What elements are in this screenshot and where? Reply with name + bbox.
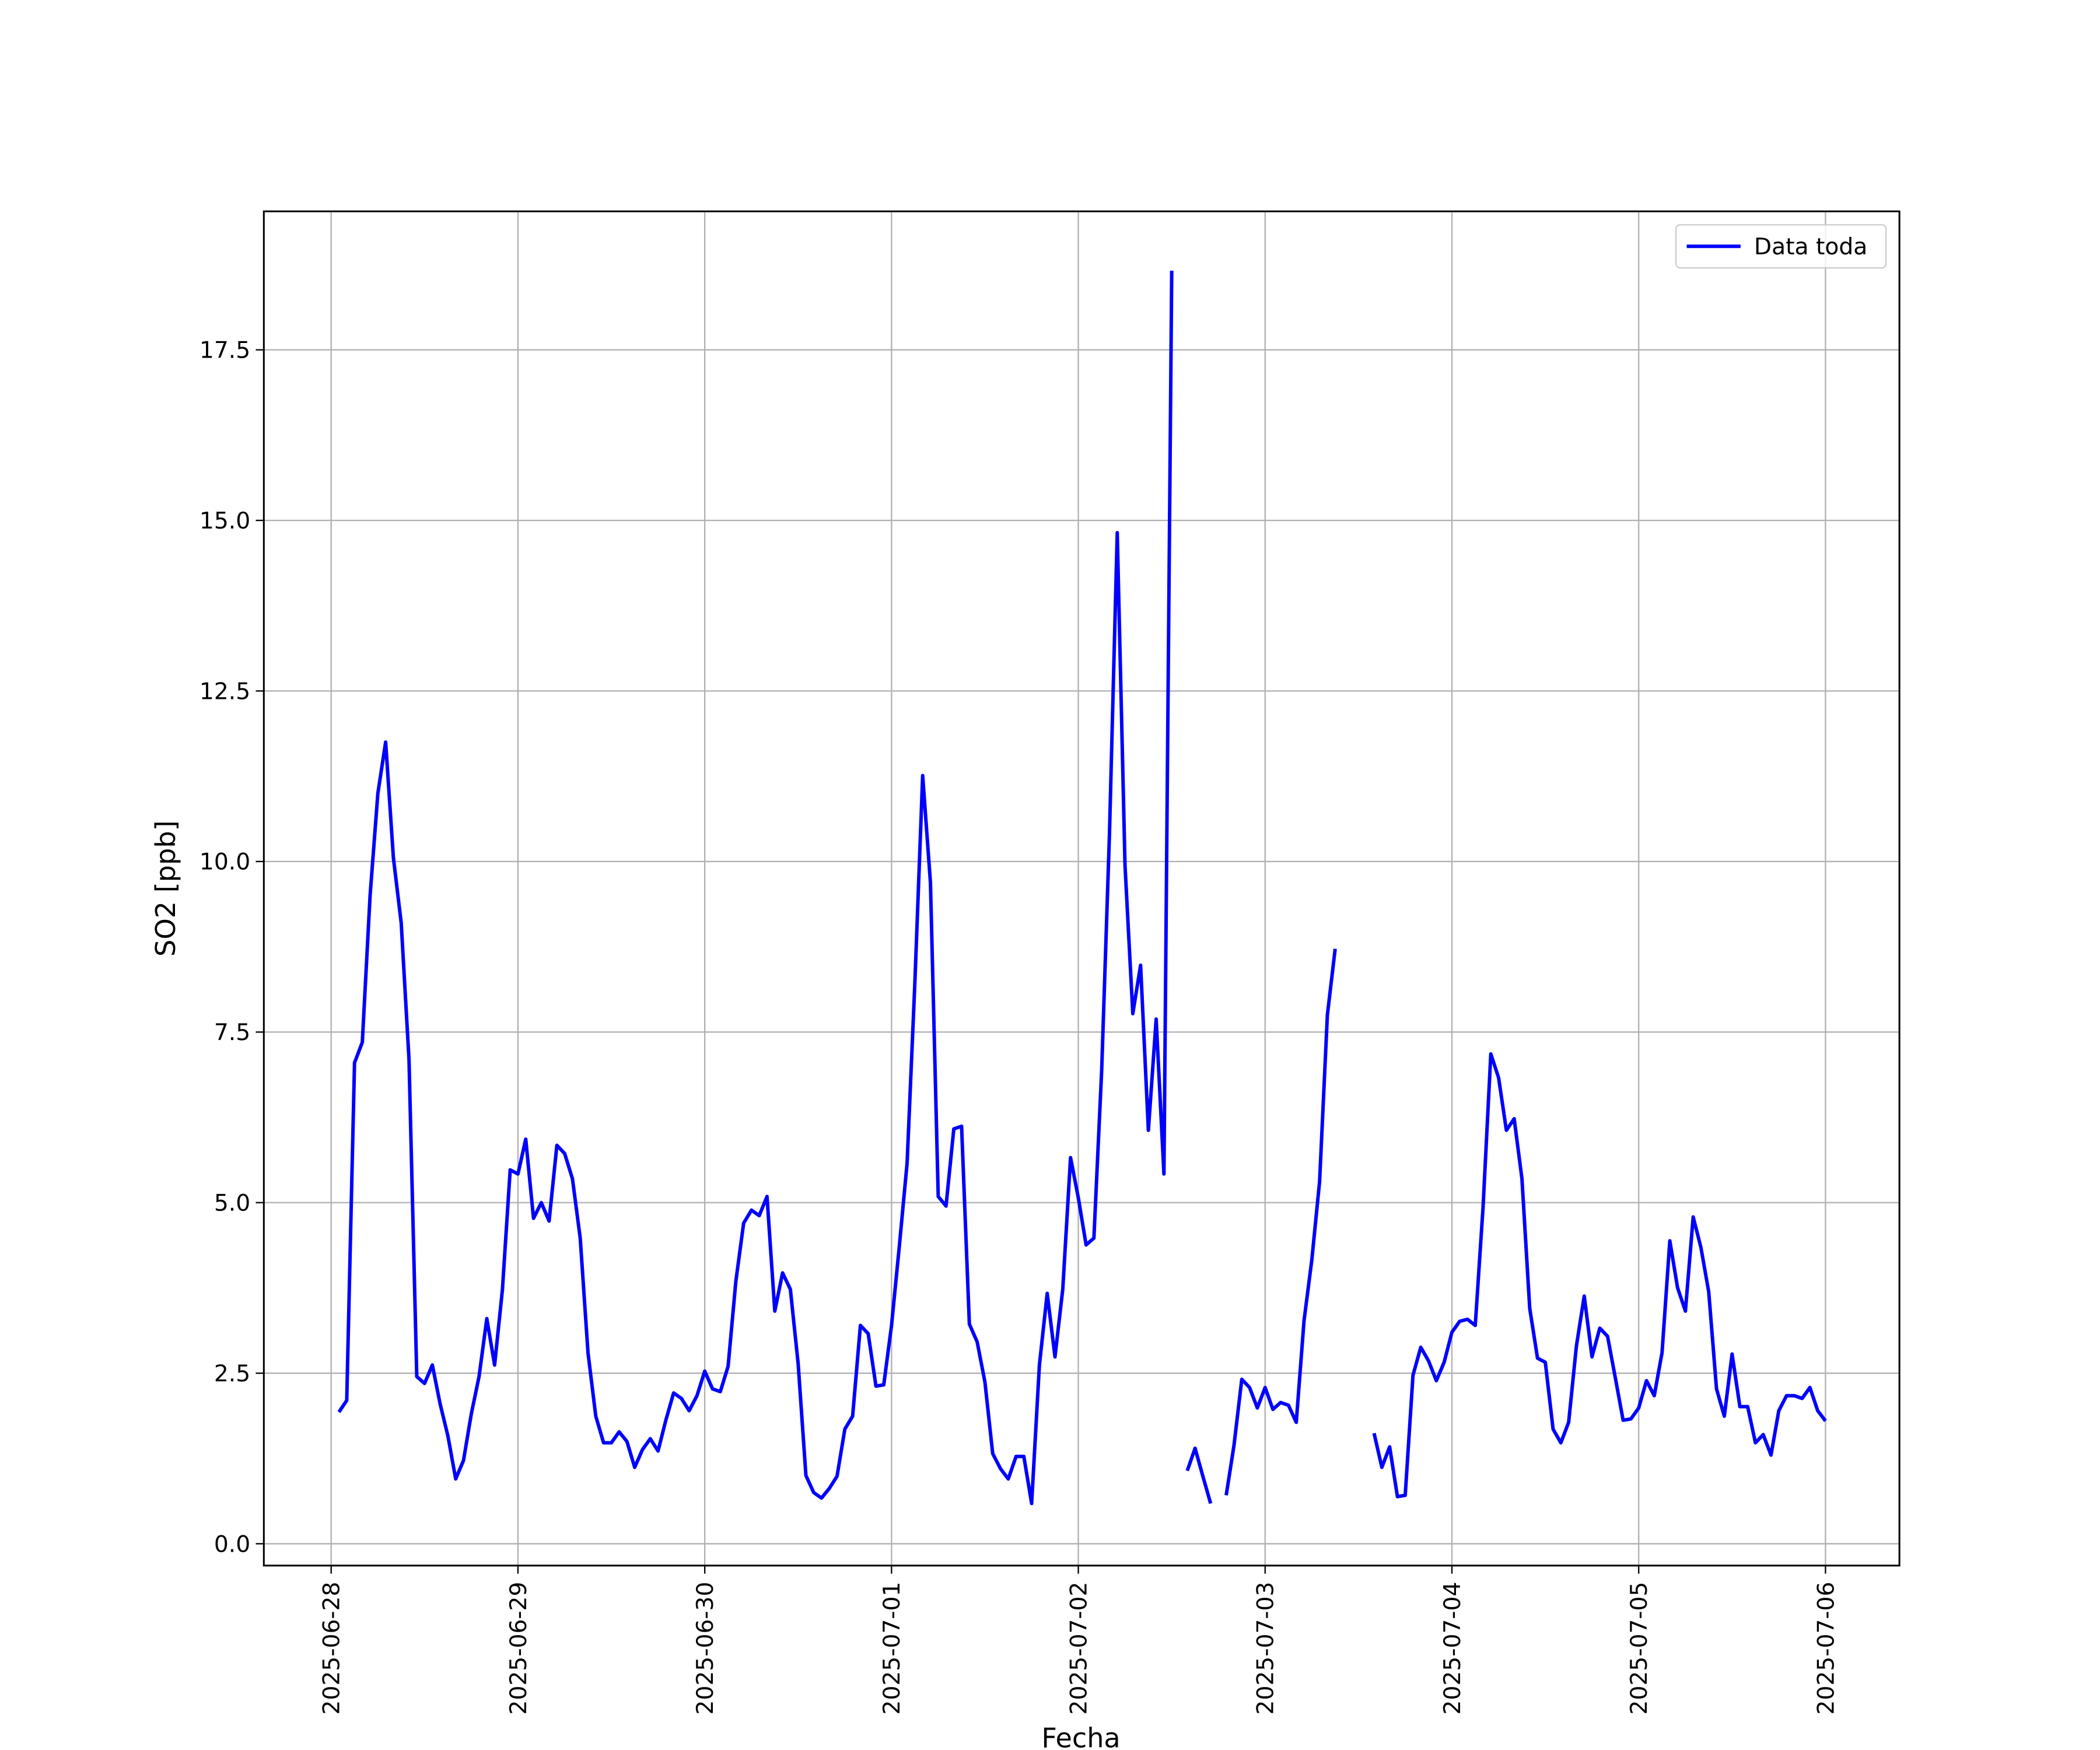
legend-box — [1675, 224, 1887, 269]
data-line — [337, 271, 1827, 1506]
x-tick-label: 2025-06-28 — [319, 1582, 345, 1715]
legend-label: Data toda — [1754, 234, 1867, 260]
y-tick-label: 7.5 — [214, 1020, 250, 1046]
x-tick-label: 2025-07-01 — [879, 1582, 905, 1715]
x-tick-label: 2025-07-05 — [1626, 1582, 1653, 1715]
y-tick-label: 10.0 — [200, 849, 250, 876]
y-tick-label: 0.0 — [214, 1531, 250, 1558]
plot-frame — [262, 210, 1901, 1567]
x-axis-label: Fecha — [1041, 1722, 1120, 1750]
y-tick-label: 12.5 — [200, 678, 250, 705]
x-tick-label: 2025-06-30 — [692, 1582, 719, 1715]
x-tick-label: 2025-07-02 — [1066, 1582, 1092, 1715]
y-tick-label: 5.0 — [214, 1190, 250, 1216]
y-tick-label: 15.0 — [200, 508, 250, 534]
y-axis-label: SO2 [ppb] — [150, 820, 181, 957]
x-tick-label: 2025-07-06 — [1813, 1582, 1839, 1715]
y-tick-label: 17.5 — [200, 338, 250, 364]
x-tick-label: 2025-07-04 — [1440, 1582, 1466, 1715]
x-tick-label: 2025-06-29 — [506, 1582, 532, 1715]
legend: Data toda — [1675, 224, 1887, 269]
y-tick-label: 2.5 — [214, 1361, 250, 1387]
x-tick-label: 2025-07-03 — [1253, 1582, 1279, 1715]
